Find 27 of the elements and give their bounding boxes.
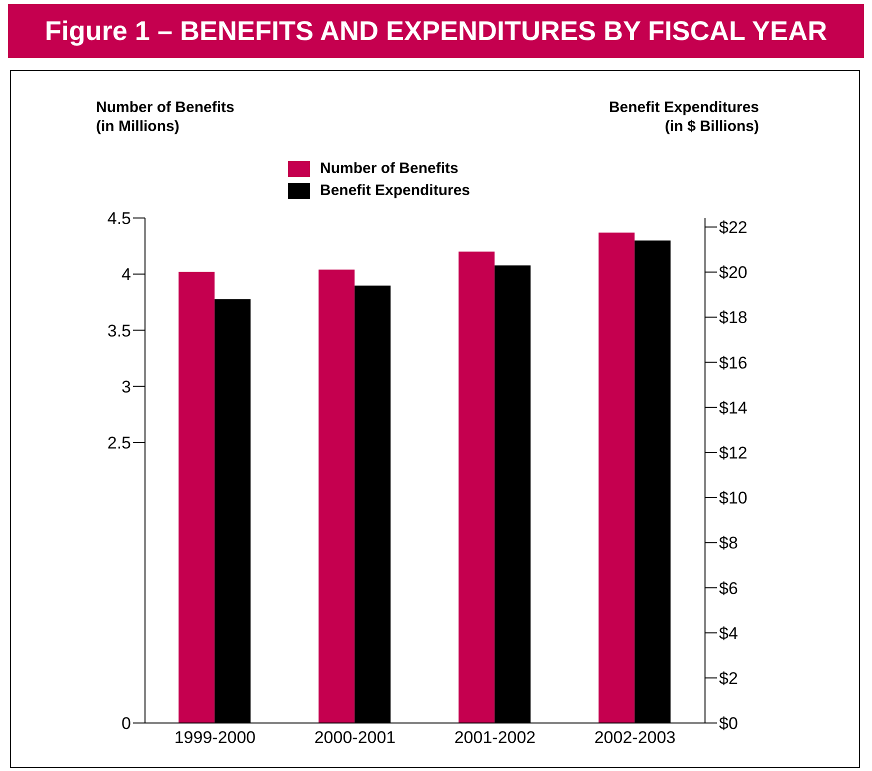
y-tick-label: 3 xyxy=(122,377,131,396)
y2-tick-label: $14 xyxy=(719,398,748,418)
y-tick-label: 3.5 xyxy=(107,321,131,340)
y2-tick-label: $22 xyxy=(719,218,748,238)
x-tick-label: 1999-2000 xyxy=(174,728,256,748)
y2-tick-label: $20 xyxy=(719,263,748,282)
y-tick-label: 0 xyxy=(122,714,131,734)
y-tick-label: 4.5 xyxy=(107,209,131,228)
x-tick-label: 2002-2003 xyxy=(594,728,676,748)
y2-tick-label: $18 xyxy=(719,308,748,328)
y2-tick-label: $4 xyxy=(719,624,738,643)
y-tick-label: 4 xyxy=(122,265,131,284)
y2-tick-label: $16 xyxy=(719,353,748,372)
y2-tick-label: $10 xyxy=(719,488,748,508)
y2-tick-label: $12 xyxy=(719,444,748,462)
y2-axis-title: Benefit Expenditures (in $ Billions) xyxy=(608,98,759,136)
chart-title: Figure 1 – BENEFITS AND EXPENDITURES BY FISCAL YEAR xyxy=(8,4,864,58)
x-tick-label: 2000-2001 xyxy=(314,728,396,748)
y2-tick-label: $2 xyxy=(719,668,738,688)
y2-tick-label: $0 xyxy=(719,714,738,734)
legend-label: Benefit Expenditures xyxy=(320,181,470,201)
y2-tick-label: $8 xyxy=(719,534,738,553)
x-tick-label: 2001-2002 xyxy=(454,728,536,748)
y-axis-title: Number of Benefits (in Millions) xyxy=(96,98,234,136)
y-tick-label: 2.5 xyxy=(107,433,131,452)
legend-label: Number of Benefits xyxy=(320,159,458,179)
y2-tick-label: $6 xyxy=(719,578,738,598)
